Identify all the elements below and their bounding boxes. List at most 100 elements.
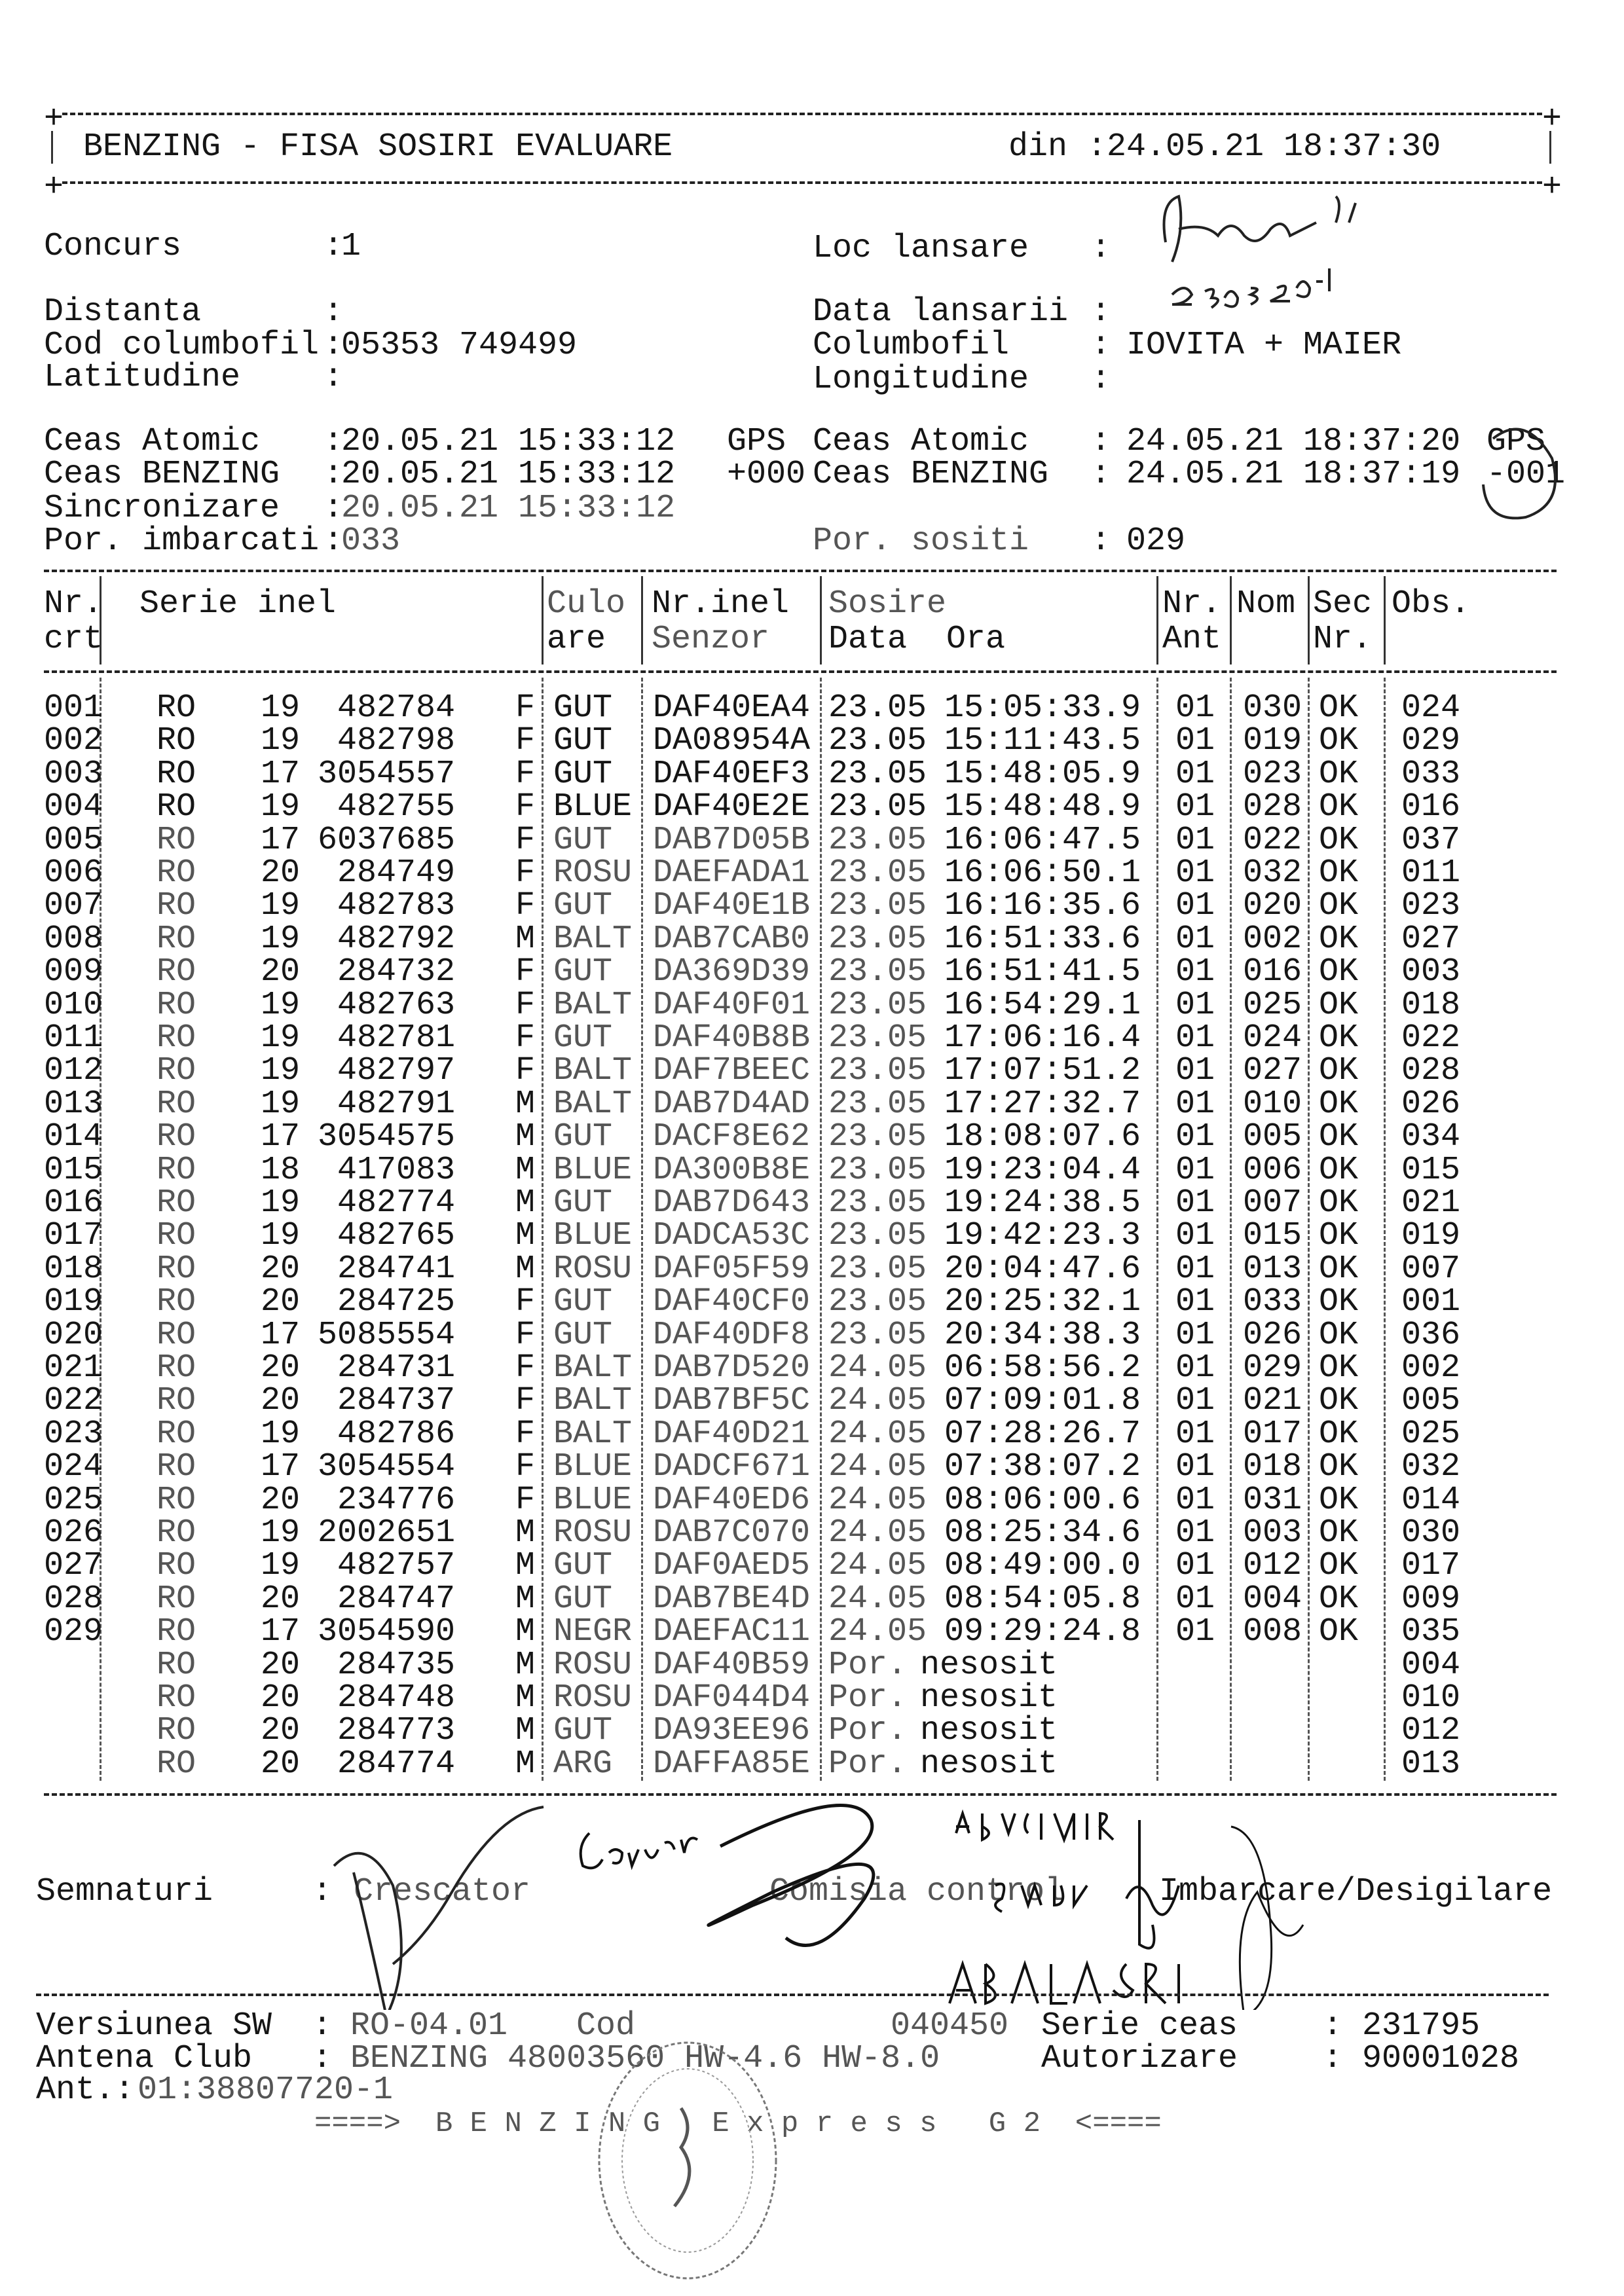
colon: : bbox=[1091, 522, 1111, 560]
country-code: RO bbox=[157, 1349, 196, 1387]
color: GUT bbox=[553, 1712, 613, 1750]
column-header-sec: Sec bbox=[1313, 585, 1373, 623]
column-header-senzor: Senzor bbox=[652, 621, 770, 658]
ring-year: 19 bbox=[261, 1547, 301, 1585]
sensor-id: DA08954A bbox=[653, 722, 811, 760]
table-row: 019 RO 20 284725 F GUT DAF40CF0 23.05 20:25:32.1… bbox=[0, 1286, 1624, 1319]
colon: : bbox=[1091, 230, 1111, 267]
antenna-number: 01 bbox=[1175, 1085, 1215, 1123]
info-label: Cod columbofil bbox=[44, 327, 320, 364]
ring-number: 482784 bbox=[337, 689, 455, 727]
column-header-serie: Serie inel bbox=[139, 585, 337, 623]
antenna-number: 01 bbox=[1175, 1283, 1215, 1321]
table-row: 001 RO 19 482784 F GUT DAF40EA4 23.05 15:05:33.9… bbox=[0, 692, 1624, 725]
sec-status: OK bbox=[1319, 1052, 1359, 1090]
row-number: 017 bbox=[44, 1217, 103, 1255]
arrival-time: nesosit bbox=[920, 1679, 1058, 1717]
sensor-id: DAB7BF5C bbox=[653, 1382, 811, 1420]
arrival-date: 23.05 bbox=[828, 722, 927, 760]
ring-number: 284748 bbox=[337, 1679, 455, 1717]
observation: 011 bbox=[1401, 854, 1461, 892]
antenna-number: 01 bbox=[1175, 1118, 1215, 1156]
header-bottom-border: + bbox=[1542, 169, 1562, 206]
colon: : bbox=[1091, 361, 1111, 398]
sex: F bbox=[515, 722, 536, 760]
clock-value: 20.05.21 15:33:12 bbox=[341, 423, 676, 460]
sensor-id: DAF40EA4 bbox=[653, 689, 811, 727]
sec-status: OK bbox=[1319, 1382, 1359, 1420]
colon: : bbox=[1091, 456, 1111, 493]
nom: 022 bbox=[1243, 821, 1302, 859]
observation: 036 bbox=[1401, 1316, 1461, 1354]
color: ROSU bbox=[553, 1646, 633, 1684]
color: GUT bbox=[553, 1118, 613, 1156]
arrival-time: 07:38:07.2 bbox=[944, 1448, 1141, 1486]
row-number: 002 bbox=[44, 722, 103, 760]
column-divider bbox=[100, 576, 101, 665]
ring-year: 20 bbox=[261, 953, 301, 991]
sex: F bbox=[515, 887, 536, 925]
antenna-number: 01 bbox=[1175, 788, 1215, 826]
color: GUT bbox=[553, 1547, 613, 1585]
country-code: RO bbox=[157, 1679, 196, 1717]
observation: 026 bbox=[1401, 1085, 1461, 1123]
sex: F bbox=[515, 986, 536, 1024]
sec-status: OK bbox=[1319, 1415, 1359, 1453]
divider bbox=[62, 113, 1542, 115]
ring-number: 482755 bbox=[337, 788, 455, 826]
antenna-number: 01 bbox=[1175, 1481, 1215, 1519]
sensor-id: DAEFAC11 bbox=[653, 1613, 811, 1651]
country-code: RO bbox=[157, 1712, 196, 1750]
table-row: RO 20 284735 M ROSU DAF40B59 Por. nesosit 004 bbox=[0, 1649, 1624, 1682]
divider bbox=[44, 570, 1557, 572]
colon: : bbox=[312, 2007, 333, 2045]
row-number: 015 bbox=[44, 1151, 103, 1189]
country-code: RO bbox=[157, 1547, 196, 1585]
ring-year: 20 bbox=[261, 1580, 301, 1618]
sec-status: OK bbox=[1319, 1283, 1359, 1321]
arrival-time: 07:28:26.7 bbox=[944, 1415, 1141, 1453]
nom: 002 bbox=[1243, 920, 1302, 958]
color: GUT bbox=[553, 1283, 613, 1321]
antenna-number: 01 bbox=[1175, 1250, 1215, 1288]
clock-value: 20.05.21 15:33:12 bbox=[341, 490, 676, 527]
info-value: IOVITA + MAIER bbox=[1126, 327, 1402, 364]
sex: F bbox=[515, 788, 536, 826]
country-code: RO bbox=[157, 1019, 196, 1057]
antenna-number: 01 bbox=[1175, 1382, 1215, 1420]
cod-value: 040450 bbox=[891, 2007, 1009, 2045]
sex: F bbox=[515, 1349, 536, 1387]
arrival-time: 16:06:50.1 bbox=[944, 854, 1141, 892]
table-row: RO 20 284748 M ROSU DAF044D4 Por. nesosit 010 bbox=[0, 1682, 1624, 1715]
ring-number: 234776 bbox=[337, 1481, 455, 1519]
arrival-date: Por. bbox=[828, 1679, 908, 1717]
ring-year: 19 bbox=[261, 887, 301, 925]
ring-year: 19 bbox=[261, 986, 301, 1024]
observation: 002 bbox=[1401, 1349, 1461, 1387]
observation: 010 bbox=[1401, 1679, 1461, 1717]
column-divider bbox=[1156, 576, 1158, 665]
arrival-time: 09:29:24.8 bbox=[944, 1613, 1141, 1651]
arrival-time: 15:05:33.9 bbox=[944, 689, 1141, 727]
ring-number: 284725 bbox=[337, 1283, 455, 1321]
arrival-time: 16:51:41.5 bbox=[944, 953, 1141, 991]
sec-status: OK bbox=[1319, 920, 1359, 958]
sex: M bbox=[515, 1184, 536, 1222]
nom: 013 bbox=[1243, 1250, 1302, 1288]
sex: M bbox=[515, 1217, 536, 1255]
antenna-number: 01 bbox=[1175, 722, 1215, 760]
versiunea-value: RO-04.01 bbox=[350, 2007, 508, 2045]
ring-year: 17 bbox=[261, 1613, 301, 1651]
ring-year: 19 bbox=[261, 1184, 301, 1222]
nom: 017 bbox=[1243, 1415, 1302, 1453]
column-header-culoare: are bbox=[547, 621, 606, 658]
column-divider bbox=[1156, 678, 1158, 1781]
sensor-id: DA369D39 bbox=[653, 953, 811, 991]
column-divider bbox=[1384, 678, 1386, 1781]
row-number: 026 bbox=[44, 1514, 103, 1552]
sex: M bbox=[515, 1679, 536, 1717]
clock-value: 24.05.21 18:37:19 bbox=[1126, 456, 1461, 493]
row-number: 010 bbox=[44, 986, 103, 1024]
antenna-number: 01 bbox=[1175, 1316, 1215, 1354]
arrival-time: nesosit bbox=[920, 1712, 1058, 1750]
